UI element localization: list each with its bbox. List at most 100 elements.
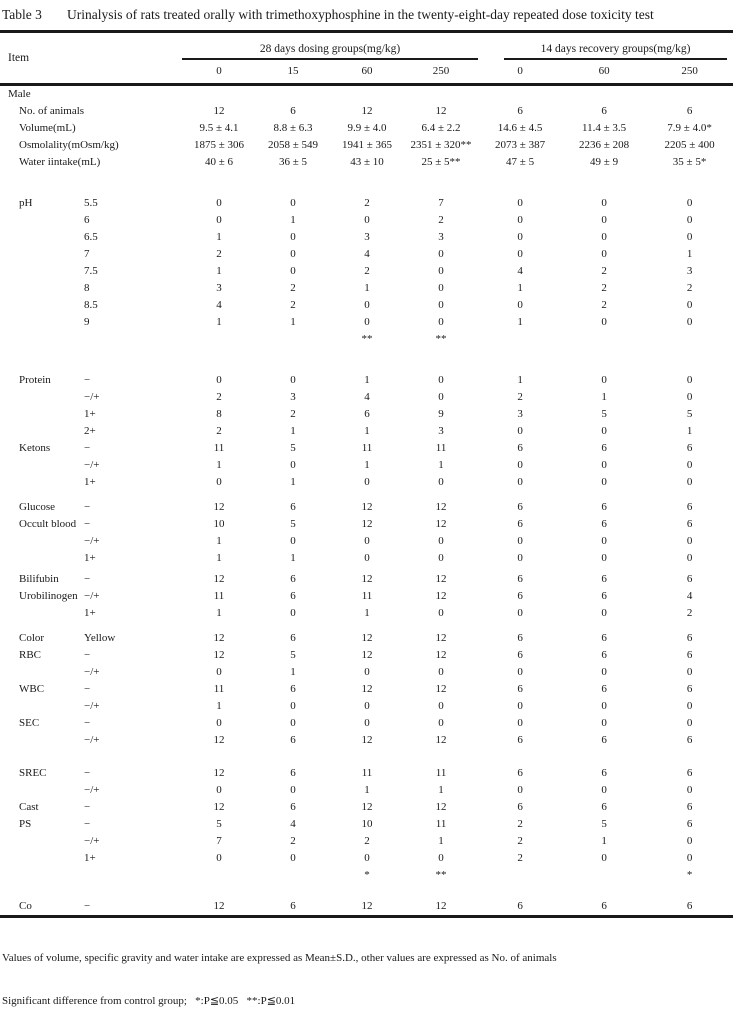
- cell-value: 0: [364, 700, 370, 713]
- row-label: RBC: [19, 649, 42, 662]
- cell-value: 1875 ± 306: [193, 139, 245, 152]
- cell-value: 6: [601, 649, 607, 662]
- table-row: Male: [0, 85, 733, 104]
- cell-value: 0: [601, 476, 607, 489]
- row-label: Urobilinogen: [19, 590, 78, 603]
- cell-value: 12: [213, 649, 225, 662]
- cell-value: 6: [686, 734, 693, 747]
- section-gap-cell: [0, 171, 733, 195]
- cell-value: 6: [290, 900, 296, 913]
- cell-value: 0: [601, 231, 607, 244]
- row-sublabel: −/+: [84, 700, 100, 713]
- cell-value: [478, 867, 562, 884]
- cell-value: 1: [290, 476, 296, 489]
- section-gap: [0, 491, 733, 499]
- cell-value: 2: [290, 282, 296, 295]
- cell-value: 12: [361, 734, 373, 747]
- section-gap-cell: [0, 622, 733, 630]
- cell-value: 11: [361, 767, 373, 780]
- row-label: Volume(mL): [19, 122, 76, 135]
- cell-value: 12: [435, 590, 447, 603]
- col-group-dosing-label: 28 days dosing groups(mg/kg): [182, 43, 479, 60]
- cell-value: 0: [364, 476, 370, 489]
- cell-value: 1: [601, 835, 607, 848]
- cell-value: 1: [364, 425, 370, 438]
- table-row: 7 2 0 4 0 0 0 1: [0, 246, 733, 263]
- cell-value: 0: [601, 214, 607, 227]
- cell-value: 0: [364, 852, 370, 865]
- row-sublabel: 7.5: [84, 265, 98, 278]
- cell-value: 0: [686, 374, 693, 387]
- cell-value: 0: [686, 476, 693, 489]
- urinalysis-table: Item 28 days dosing groups(mg/kg) 14 day…: [0, 30, 733, 919]
- cell-value: 6: [601, 501, 607, 514]
- cell-value: 0: [601, 852, 607, 865]
- table-row: PS − 5 4 10 11 2 5 6: [0, 816, 733, 833]
- cell-value: 49 ± 9: [590, 156, 619, 169]
- cell-value: 1: [216, 535, 222, 548]
- table-row: Urobilinogen −/+ 11 6 11 12 6 6 4: [0, 588, 733, 605]
- cell-value: 2: [601, 282, 607, 295]
- cell-value: 6: [517, 590, 523, 603]
- row-sublabel: −: [84, 573, 91, 586]
- cell-value: 1: [290, 425, 296, 438]
- cell-value: 0: [601, 607, 607, 620]
- row-sublabel: −: [84, 717, 91, 730]
- cell-value: 5: [601, 818, 607, 831]
- cell-value: [256, 85, 330, 104]
- cell-value: 6: [517, 900, 523, 913]
- cell-value: 0: [517, 717, 523, 730]
- cell-value: 6: [601, 801, 607, 814]
- row-sublabel: −/+: [84, 835, 100, 848]
- row-label: Glucose: [19, 501, 56, 514]
- cell-value: 3: [290, 391, 296, 404]
- cell-value: 1: [290, 316, 296, 329]
- row-label: [0, 850, 62, 867]
- cell-value: 6: [686, 518, 693, 531]
- table-row: 1+ 1 0 1 0 0 0 2: [0, 605, 733, 622]
- row-label: WBC: [19, 683, 45, 696]
- cell-value: 6: [601, 590, 607, 603]
- cell-value: 0: [364, 299, 370, 312]
- footnote-significance: Significant difference from control grou…: [2, 994, 296, 1007]
- row-label: Cast: [19, 801, 39, 814]
- cell-value: 4: [290, 818, 296, 831]
- cell-value: 2236 ± 208: [579, 139, 630, 152]
- cell-value: 0: [686, 784, 693, 797]
- cell-value: 0: [686, 852, 693, 865]
- cell-value: 12: [213, 632, 225, 645]
- cell-value: 14.6 ± 4.5: [497, 122, 543, 135]
- row-label: [0, 406, 62, 423]
- cell-value: 12: [213, 900, 225, 913]
- cell-value: 11: [213, 683, 225, 696]
- cell-value: 0: [290, 784, 296, 797]
- cell-value: 0: [216, 852, 222, 865]
- row-sublabel: 1+: [84, 408, 96, 421]
- row-label: Co: [19, 900, 32, 913]
- table-row: −/+ 1 0 0 0 0 0 0: [0, 533, 733, 550]
- cell-value: 0: [601, 552, 607, 565]
- cell-value: 0: [438, 607, 444, 620]
- row-label: [0, 550, 62, 567]
- cell-value: 6: [601, 518, 607, 531]
- cell-value: 7: [438, 197, 444, 210]
- cell-value: 6: [601, 105, 607, 118]
- row-label: Male: [8, 88, 31, 101]
- cell-value: 12: [361, 105, 373, 118]
- cell-value: 6: [686, 683, 693, 696]
- row-label: [0, 331, 182, 348]
- cell-value: 6: [517, 573, 523, 586]
- col-header-item: Item: [0, 31, 183, 87]
- cell-value: 12: [435, 518, 447, 531]
- cell-value: 47 ± 5: [506, 156, 535, 169]
- cell-value: 5: [601, 408, 607, 421]
- cell-value: *: [686, 869, 693, 882]
- table-row: Occult blood − 10 5 12 12 6 6 6: [0, 516, 733, 533]
- table-row: Ketons − 11 5 11 11 6 6 6: [0, 440, 733, 457]
- cell-value: **: [361, 333, 373, 346]
- section-gap: [0, 622, 733, 630]
- cell-value: 43 ± 10: [350, 156, 384, 169]
- cell-value: 12: [361, 518, 373, 531]
- cell-value: 0: [290, 717, 296, 730]
- cell-value: 0: [216, 666, 222, 679]
